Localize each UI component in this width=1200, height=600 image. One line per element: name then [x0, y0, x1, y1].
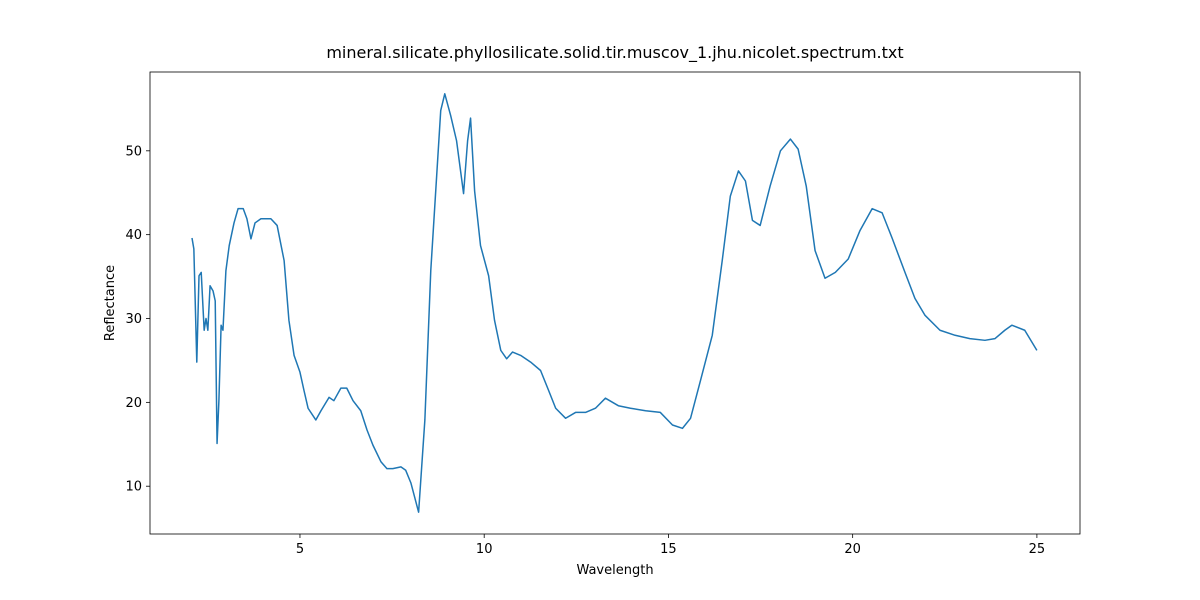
chart-title: mineral.silicate.phyllosilicate.solid.ti… — [326, 43, 903, 63]
axes-frame — [149, 71, 1081, 535]
x-tick-label: 20 — [844, 542, 861, 557]
x-tick-label: 5 — [296, 542, 304, 557]
y-axis-label: Reflectance — [103, 265, 118, 341]
x-tick-label: 25 — [1029, 542, 1046, 557]
y-tick-label: 40 — [125, 228, 142, 243]
y-tick-label: 20 — [125, 396, 142, 411]
y-tick-label: 10 — [125, 480, 142, 495]
y-tick-label: 50 — [125, 144, 142, 159]
x-tick-label: 10 — [476, 542, 493, 557]
spectrum-line — [191, 93, 1038, 513]
y-tick-label: 30 — [125, 312, 142, 327]
x-tick-label: 15 — [660, 542, 677, 557]
x-axis-label: Wavelength — [576, 563, 653, 578]
